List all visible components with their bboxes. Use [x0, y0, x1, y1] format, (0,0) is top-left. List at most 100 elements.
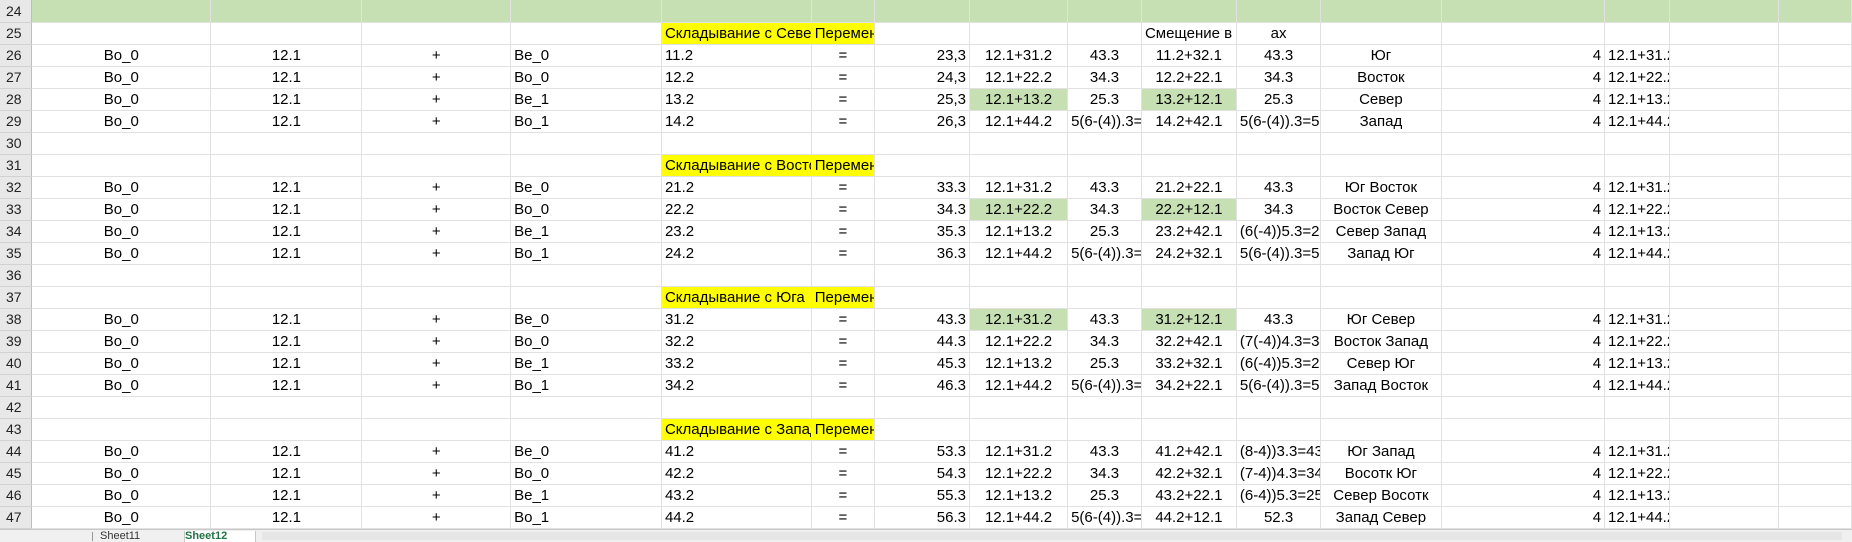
cell-r31-c4[interactable] [510, 154, 662, 177]
cell-r40-c5[interactable]: 33.2 [661, 352, 812, 375]
cell-r43-c2[interactable] [210, 418, 363, 441]
cell-r37-c10[interactable] [1141, 286, 1237, 309]
cell-r38-c3[interactable]: + [361, 308, 512, 331]
cell-r44-c2[interactable]: 12.1 [210, 440, 363, 463]
cell-r46-c15[interactable] [1669, 484, 1780, 507]
cell-r25-c12[interactable] [1320, 22, 1442, 45]
cell-r39-c5[interactable]: 32.2 [661, 330, 812, 353]
cell-r37-c12[interactable] [1320, 286, 1442, 309]
row-header-44[interactable]: 44 [0, 440, 33, 463]
cell-r45-c11[interactable]: (7-4))4.3=34.3 [1236, 462, 1322, 485]
cell-r30-c6[interactable] [811, 132, 876, 155]
cell-r47-c10[interactable]: 44.2+12.1 [1141, 506, 1237, 529]
cell-r44-c13[interactable]: 4 [1441, 440, 1606, 463]
cell-r26-c8[interactable]: 12.1+31.2 [969, 44, 1069, 67]
cell-r37-c13[interactable] [1441, 286, 1606, 309]
cell-r39-c6[interactable]: = [811, 330, 876, 353]
cell-r47-c12[interactable]: Запад Север [1320, 506, 1442, 529]
cell-r26-c3[interactable]: + [361, 44, 512, 67]
cell-r44-c5[interactable]: 41.2 [661, 440, 812, 463]
cell-r37-c16[interactable] [1778, 286, 1852, 309]
cell-r39-c11[interactable]: (7(-4))4.3=34.3 [1236, 330, 1322, 353]
cell-r47-c7[interactable]: 56.3 [874, 506, 970, 529]
cell-r34-c8[interactable]: 12.1+13.2 [969, 220, 1069, 243]
cell-r45-c3[interactable]: + [361, 462, 512, 485]
cell-r28-c11[interactable]: 25.3 [1236, 88, 1322, 111]
cell-r33-c14[interactable]: 12.1+22.2 [1604, 198, 1671, 221]
row-header-46[interactable]: 46 [0, 484, 33, 507]
cell-r36-c4[interactable] [510, 264, 662, 287]
cell-r40-c11[interactable]: (6(-4))5.3=25.3 [1236, 352, 1322, 375]
row-header-39[interactable]: 39 [0, 330, 33, 353]
cell-r25-c7[interactable] [874, 22, 970, 45]
cell-r36-c11[interactable] [1236, 264, 1322, 287]
cell-r46-c4[interactable]: Be_1 [510, 484, 662, 507]
cell-r45-c12[interactable]: Восотк Юг [1320, 462, 1442, 485]
cell-r35-c6[interactable]: = [811, 242, 876, 265]
cell-r38-c7[interactable]: 43.3 [874, 308, 970, 331]
cell-r44-c12[interactable]: Юг Запад [1320, 440, 1442, 463]
cell-r26-c16[interactable] [1778, 44, 1852, 67]
cell-r26-c7[interactable]: 23,3 [874, 44, 970, 67]
cell-r25-c1[interactable] [31, 22, 212, 45]
cell-r29-c14[interactable]: 12.1+44.2 [1604, 110, 1671, 133]
cell-r47-c13[interactable]: 4 [1441, 506, 1606, 529]
cell-r42-c4[interactable] [510, 396, 662, 419]
cell-r28-c2[interactable]: 12.1 [210, 88, 363, 111]
cell-r24-c7[interactable] [874, 0, 970, 23]
row-header-24[interactable]: 24 [0, 0, 33, 23]
cell-r33-c4[interactable]: Bo_0 [510, 198, 662, 221]
cell-r43-c6[interactable]: Переменные Индекс [811, 418, 876, 441]
cell-r28-c8[interactable]: 12.1+13.2 [969, 88, 1069, 111]
cell-r31-c1[interactable] [31, 154, 212, 177]
cell-r43-c14[interactable] [1604, 418, 1671, 441]
cell-r44-c3[interactable]: + [361, 440, 512, 463]
cell-r35-c9[interactable]: 5(6-(4)).3=52.3 [1067, 242, 1142, 265]
cell-r38-c10[interactable]: 31.2+12.1 [1141, 308, 1237, 331]
cell-r25-c11[interactable]: ах [1236, 22, 1322, 45]
cell-r27-c2[interactable]: 12.1 [210, 66, 363, 89]
cell-r47-c14[interactable]: 12.1+44.2 [1604, 506, 1671, 529]
cell-r28-c15[interactable] [1669, 88, 1780, 111]
cell-r27-c1[interactable]: Bo_0 [31, 66, 212, 89]
cell-r38-c2[interactable]: 12.1 [210, 308, 363, 331]
cell-r40-c7[interactable]: 45.3 [874, 352, 970, 375]
cell-r26-c4[interactable]: Be_0 [510, 44, 662, 67]
cell-r36-c5[interactable] [661, 264, 812, 287]
cell-r24-c16[interactable] [1778, 0, 1852, 23]
cell-r39-c12[interactable]: Восток Запад [1320, 330, 1442, 353]
cell-r44-c11[interactable]: (8-4))3.3=43.3 [1236, 440, 1322, 463]
cell-r42-c14[interactable] [1604, 396, 1671, 419]
cell-r39-c1[interactable]: Bo_0 [31, 330, 212, 353]
cell-r36-c2[interactable] [210, 264, 363, 287]
cell-r44-c6[interactable]: = [811, 440, 876, 463]
cell-r39-c14[interactable]: 12.1+22.2 [1604, 330, 1671, 353]
cell-r36-c16[interactable] [1778, 264, 1852, 287]
cell-r36-c3[interactable] [361, 264, 512, 287]
cell-r24-c13[interactable] [1441, 0, 1606, 23]
cell-r44-c8[interactable]: 12.1+31.2 [969, 440, 1069, 463]
cell-r41-c6[interactable]: = [811, 374, 876, 397]
cell-r39-c3[interactable]: + [361, 330, 512, 353]
cell-r43-c5[interactable]: Складывание с Запада [661, 418, 812, 441]
cell-r43-c10[interactable] [1141, 418, 1237, 441]
cell-r46-c6[interactable]: = [811, 484, 876, 507]
cell-r42-c15[interactable] [1669, 396, 1780, 419]
cell-r34-c13[interactable]: 4 [1441, 220, 1606, 243]
cell-r39-c7[interactable]: 44.3 [874, 330, 970, 353]
cell-r42-c5[interactable] [661, 396, 812, 419]
cell-r27-c3[interactable]: + [361, 66, 512, 89]
cell-r31-c2[interactable] [210, 154, 363, 177]
cell-r32-c8[interactable]: 12.1+31.2 [969, 176, 1069, 199]
cell-r32-c9[interactable]: 43.3 [1067, 176, 1142, 199]
cell-r41-c7[interactable]: 46.3 [874, 374, 970, 397]
cell-r40-c8[interactable]: 12.1+13.2 [969, 352, 1069, 375]
row-header-28[interactable]: 28 [0, 88, 33, 111]
cell-r33-c16[interactable] [1778, 198, 1852, 221]
cell-r36-c13[interactable] [1441, 264, 1606, 287]
cell-r29-c8[interactable]: 12.1+44.2 [969, 110, 1069, 133]
cell-r43-c16[interactable] [1778, 418, 1852, 441]
cell-r33-c9[interactable]: 34.3 [1067, 198, 1142, 221]
cell-r34-c9[interactable]: 25.3 [1067, 220, 1142, 243]
cell-r33-c2[interactable]: 12.1 [210, 198, 363, 221]
